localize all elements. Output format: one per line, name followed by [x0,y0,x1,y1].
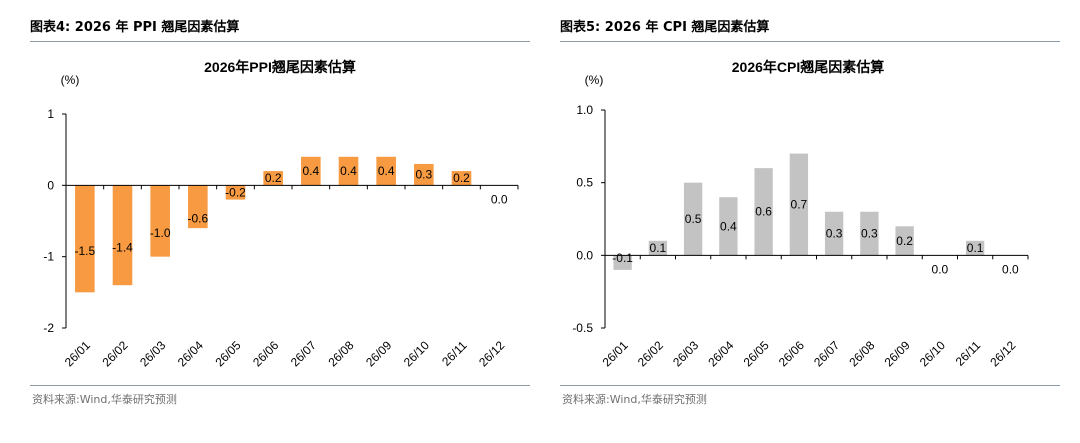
cpi-x-tick-label: 26/11 [953,338,984,369]
cpi-unit-label: (%) [585,73,604,87]
ppi-bar [225,185,246,200]
ppi-x-tick-label: 26/01 [62,338,93,369]
cpi-y-tick-label: -0.5 [572,321,593,335]
ppi-bar [188,185,208,229]
ppi-x-tick-label: 26/07 [288,338,319,369]
ppi-x-tick-label: 26/06 [250,338,281,369]
cpi-chart: 2026年CPI翘尾因素估算 (%) 1.0 0.5 0.0 -0.5 -0.1 0.1 0.5… [572,59,1029,369]
ppi-data-label: 0.2 [453,171,470,185]
ppi-bar [451,171,472,186]
ppi-x-tick-label: 26/09 [363,338,394,369]
cpi-y-tick-label: 0.5 [576,176,593,190]
cpi-x-tick-label: 26/01 [600,338,631,369]
cpi-top-rule [560,41,1060,42]
ppi-chart: 2026年PPI翘尾因素估算 (%) 1 0 -1 -2 -1.5 -1.4 -1.0 -0.6 -… [43,59,519,369]
cpi-chart-title: 2026年CPI翘尾因素估算 [732,59,884,75]
ppi-bar [414,163,434,186]
cpi-bar [965,240,985,256]
cpi-x-tick-label: 26/10 [917,338,948,369]
ppi-bar [338,156,359,186]
ppi-bar [301,156,321,186]
cpi-figure-title: 图表5: 2026 年 CPI 翘尾因素估算 [560,20,770,35]
cpi-bar [683,182,703,256]
ppi-y-tick-label: 1 [47,107,54,121]
ppi-x-tick-label: 26/10 [401,338,432,369]
cpi-bar [860,211,879,256]
cpi-data-label: 0.1 [650,241,667,255]
cpi-bottom-rule [560,385,1060,386]
ppi-data-label: -1.4 [112,240,133,254]
cpi-x-tick-label: 26/09 [882,338,913,369]
ppi-data-label: -1.0 [150,226,171,240]
ppi-source-note: 资料来源:Wind,华泰研究预测 [32,393,177,406]
cpi-bar [895,226,914,256]
ppi-data-label: 0.4 [302,164,319,178]
cpi-x-tick-label: 26/04 [705,338,736,369]
ppi-unit-label: (%) [61,73,80,87]
ppi-figure-title: 图表4: 2026 年 PPI 翘尾因素估算 [30,20,240,35]
cpi-x-tick-label: 26/06 [776,338,807,369]
ppi-data-label: -0.2 [225,185,246,199]
cpi-data-label: 0.4 [720,219,737,233]
ppi-bar [150,185,170,257]
cpi-data-label: 0.2 [896,234,913,248]
ppi-data-label: 0.0 [491,192,508,206]
ppi-x-tick-label: 26/08 [325,338,356,369]
cpi-data-label: 0.7 [791,197,808,211]
ppi-data-label: 0.3 [415,168,432,182]
cpi-x-tick-label: 26/07 [811,338,842,369]
cpi-x-tick-label: 26/02 [635,338,666,369]
cpi-y-tick-label: 0.0 [576,248,593,262]
ppi-x-tick-label: 26/05 [212,338,243,369]
cpi-data-label: 0.6 [755,205,772,219]
ppi-data-label: -0.6 [187,212,208,226]
cpi-x-tick-label: 26/12 [987,338,1018,369]
ppi-x-tick-label: 26/02 [99,338,130,369]
cpi-y-tick-label: 1.0 [576,103,593,117]
ppi-x-tick-label: 26/04 [175,338,206,369]
ppi-data-label: 0.4 [378,164,395,178]
cpi-bar [648,240,668,256]
ppi-figure-panel: 图表4: 2026 年 PPI 翘尾因素估算 2026年PPI翘尾因素估算 (%)… [30,0,530,443]
ppi-x-tick-label: 26/03 [137,338,168,369]
ppi-bar [376,156,396,186]
cpi-x-tick-label: 26/08 [846,338,877,369]
cpi-data-label: 0.5 [685,212,702,226]
ppi-x-tick-label: 26/12 [476,338,507,369]
cpi-bar [789,153,809,256]
cpi-bar [824,211,844,256]
cpi-data-label: -0.1 [612,251,633,265]
ppi-y-tick-label: 0 [47,178,54,192]
cpi-bar [613,255,632,270]
cpi-x-tick-label: 26/03 [670,338,701,369]
ppi-data-label: 0.2 [265,171,282,185]
ppi-top-rule [30,41,530,42]
cpi-bar [719,197,738,256]
ppi-chart-title: 2026年PPI翘尾因素估算 [204,59,356,75]
ppi-x-tick-label: 26/11 [439,338,470,369]
cpi-bar [754,168,773,256]
cpi-data-label: 0.0 [932,262,949,276]
ppi-y-tick-label: -1 [43,250,54,264]
ppi-bottom-rule [30,385,530,386]
cpi-data-label: 0.1 [967,241,984,255]
ppi-bar [112,185,133,286]
cpi-data-label: 0.0 [1002,262,1019,276]
cpi-data-label: 0.3 [861,227,878,241]
ppi-data-label: -1.5 [74,244,95,258]
cpi-data-label: 0.3 [826,227,843,241]
ppi-y-tick-label: -2 [43,321,54,335]
cpi-figure-panel: 图表5: 2026 年 CPI 翘尾因素估算 2026年CPI翘尾因素估算 (%)… [560,0,1060,443]
ppi-bar [263,171,283,186]
cpi-x-tick-label: 26/05 [741,338,772,369]
ppi-data-label: 0.4 [340,164,357,178]
ppi-bar [75,185,95,293]
cpi-source-note: 资料来源:Wind,华泰研究预测 [562,393,707,406]
